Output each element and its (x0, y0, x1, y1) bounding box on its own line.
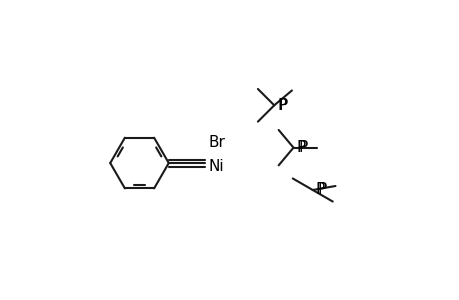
Text: P: P (278, 98, 287, 113)
Text: Br: Br (208, 135, 225, 150)
Text: P: P (317, 182, 326, 197)
Text: P: P (315, 182, 325, 197)
Text: Ni: Ni (208, 159, 224, 174)
Text: P: P (296, 140, 305, 155)
Text: P: P (297, 140, 307, 155)
Text: P: P (277, 98, 286, 113)
